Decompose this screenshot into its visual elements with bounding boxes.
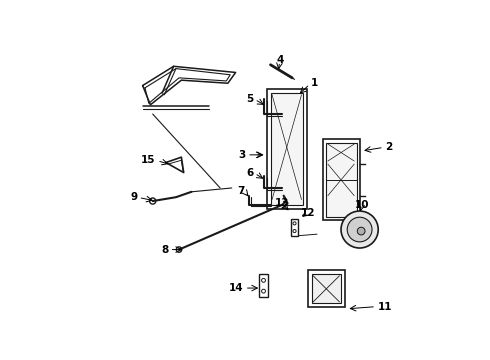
- Circle shape: [293, 230, 296, 233]
- Text: 11: 11: [377, 302, 392, 311]
- Text: 13: 13: [275, 198, 290, 208]
- Text: 8: 8: [161, 244, 168, 255]
- Text: 4: 4: [276, 55, 284, 65]
- Circle shape: [293, 222, 296, 225]
- Circle shape: [176, 247, 182, 252]
- Bar: [308, 270, 345, 307]
- Bar: [267, 89, 307, 209]
- Bar: [326, 143, 357, 217]
- Text: 3: 3: [239, 150, 245, 160]
- Text: 10: 10: [355, 200, 369, 210]
- Text: 6: 6: [246, 167, 253, 177]
- Bar: [323, 139, 361, 220]
- Bar: [312, 274, 341, 303]
- Circle shape: [347, 217, 372, 242]
- Circle shape: [262, 278, 266, 282]
- Circle shape: [149, 198, 156, 204]
- Text: 12: 12: [300, 208, 315, 217]
- Bar: [259, 274, 268, 297]
- Text: 9: 9: [130, 192, 137, 202]
- Text: 7: 7: [237, 186, 244, 196]
- Text: 14: 14: [229, 283, 244, 293]
- Text: 2: 2: [385, 142, 392, 152]
- Text: 5: 5: [246, 94, 253, 104]
- Text: 15: 15: [141, 155, 156, 165]
- Bar: [270, 93, 303, 205]
- Circle shape: [262, 289, 266, 293]
- Circle shape: [341, 211, 378, 248]
- Text: 1: 1: [311, 78, 318, 88]
- Circle shape: [357, 227, 365, 235]
- Bar: [291, 219, 298, 236]
